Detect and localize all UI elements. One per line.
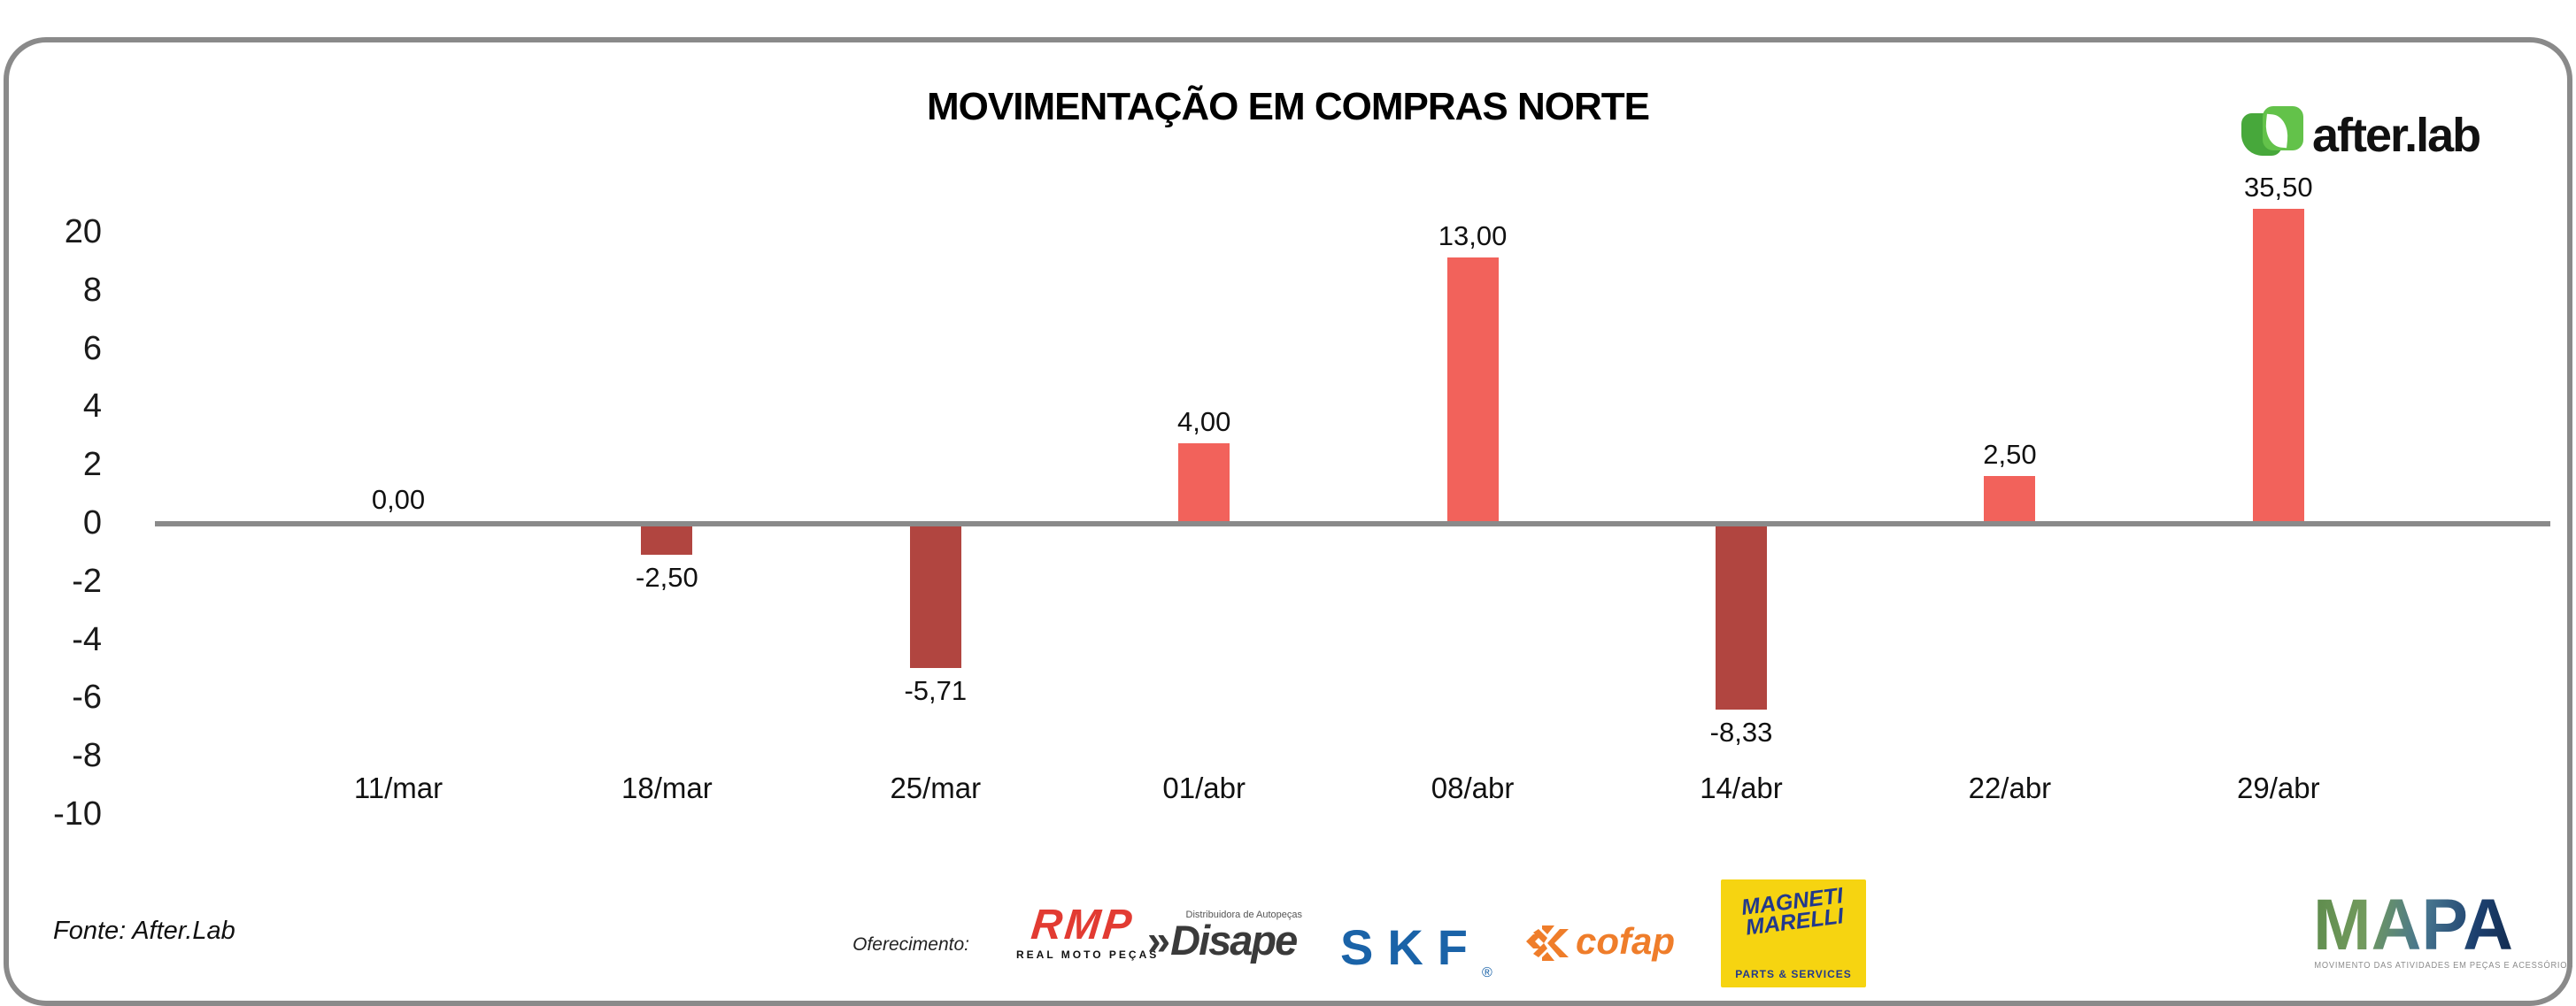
bar-value-label: -8,33 <box>1709 717 1773 748</box>
sponsor-logo-disape: Distribuidora de Autopeças »Disape <box>1147 910 1302 961</box>
y-axis-tick-label: 0 <box>82 504 102 541</box>
bar-29/abr <box>2252 209 2304 521</box>
y-axis-tick-label: 2 <box>82 446 102 484</box>
magneti-subtitle: PARTS & SERVICES <box>1735 968 1852 980</box>
x-axis-label: 18/mar <box>621 772 713 804</box>
bar-22/abr <box>1984 476 2036 521</box>
sponsor-logo-magneti-marelli: MAGNETI MARELLI PARTS & SERVICES <box>1721 879 1866 987</box>
x-axis-label: 29/abr <box>2237 772 2320 804</box>
bar-value-label: -2,50 <box>636 562 698 593</box>
y-axis-tick-label: 6 <box>82 329 102 367</box>
sponsor-logo-skf: SKF® <box>1340 918 1492 981</box>
y-axis-tick-label: 20 <box>64 213 102 250</box>
disape-chevrons-icon: » <box>1147 917 1170 964</box>
bar-value-label: 35,50 <box>2244 172 2313 203</box>
x-axis-line <box>155 521 2550 526</box>
y-axis-tick-label: 8 <box>82 271 102 309</box>
afterlab-logo: after.lab <box>2241 104 2481 166</box>
disape-text: Disape <box>1170 917 1298 964</box>
source-note: Fonte: After.Lab <box>53 917 235 945</box>
x-axis-label: 25/mar <box>890 772 982 804</box>
mapa-subtitle: MOVIMENTO DAS ATIVIDADES EM PEÇAS E ACES… <box>2314 961 2574 971</box>
bar-value-label: 13,00 <box>1438 220 1508 251</box>
bar-18/mar <box>641 526 693 555</box>
sponsor-logo-rmp: RMP REAL MOTO PEÇAS <box>1016 902 1160 961</box>
bar-value-label: 0,00 <box>371 484 426 515</box>
chart-title: MOVIMENTAÇÃO EM COMPRAS NORTE <box>927 85 1650 128</box>
bar-value-label: 2,50 <box>1983 439 2037 470</box>
x-axis-label: 11/mar <box>353 772 443 804</box>
x-axis-label: 22/abr <box>1968 772 2052 804</box>
rmp-wordmark: RMP <box>1029 902 1137 948</box>
bar-value-label: -5,71 <box>904 675 968 706</box>
x-axis-label: 08/abr <box>1431 772 1515 804</box>
y-axis-tick-label: -2 <box>72 562 102 600</box>
y-axis-tick-label: 4 <box>82 388 102 426</box>
afterlab-wordmark: after.lab <box>2312 109 2481 162</box>
sponsor-logo-mapa: MAPA MOVIMENTO DAS ATIVIDADES EM PEÇAS E… <box>2307 889 2574 971</box>
bar-25/mar <box>909 526 961 668</box>
skf-registered-icon: ® <box>1482 965 1492 980</box>
sponsor-logo-cofap: cofap <box>1524 920 1675 963</box>
x-axis-label: 14/abr <box>1700 772 1783 804</box>
y-axis-tick-label: -10 <box>53 795 102 833</box>
rmp-subtitle: REAL MOTO PEÇAS <box>1016 948 1160 961</box>
disape-wordmark: »Disape <box>1147 917 1302 964</box>
card-border <box>4 37 2572 1006</box>
x-axis-label: 01/abr <box>1162 772 1246 804</box>
y-axis-tick-label: -4 <box>72 620 102 658</box>
bar-08/abr <box>1446 257 1499 521</box>
disape-subtitle: Distribuidora de Autopeças <box>1185 910 1302 920</box>
bar-14/abr <box>1716 526 1767 710</box>
magneti-wordmark: MAGNETI MARELLI <box>1721 883 1866 941</box>
bar-value-label: 4,00 <box>1177 406 1231 437</box>
y-axis-tick-label: -6 <box>72 679 102 717</box>
cofap-x-icon <box>1526 925 1569 961</box>
afterlab-leaf-icon <box>2241 106 2305 165</box>
sponsor-intro: Oferecimento: <box>852 934 969 955</box>
skf-wordmark: SKF <box>1340 919 1482 975</box>
mapa-wordmark: MAPA <box>2311 889 2515 962</box>
y-axis-tick-label: -8 <box>72 737 102 775</box>
cofap-wordmark: cofap <box>1576 920 1676 962</box>
bar-01/abr <box>1178 443 1230 521</box>
